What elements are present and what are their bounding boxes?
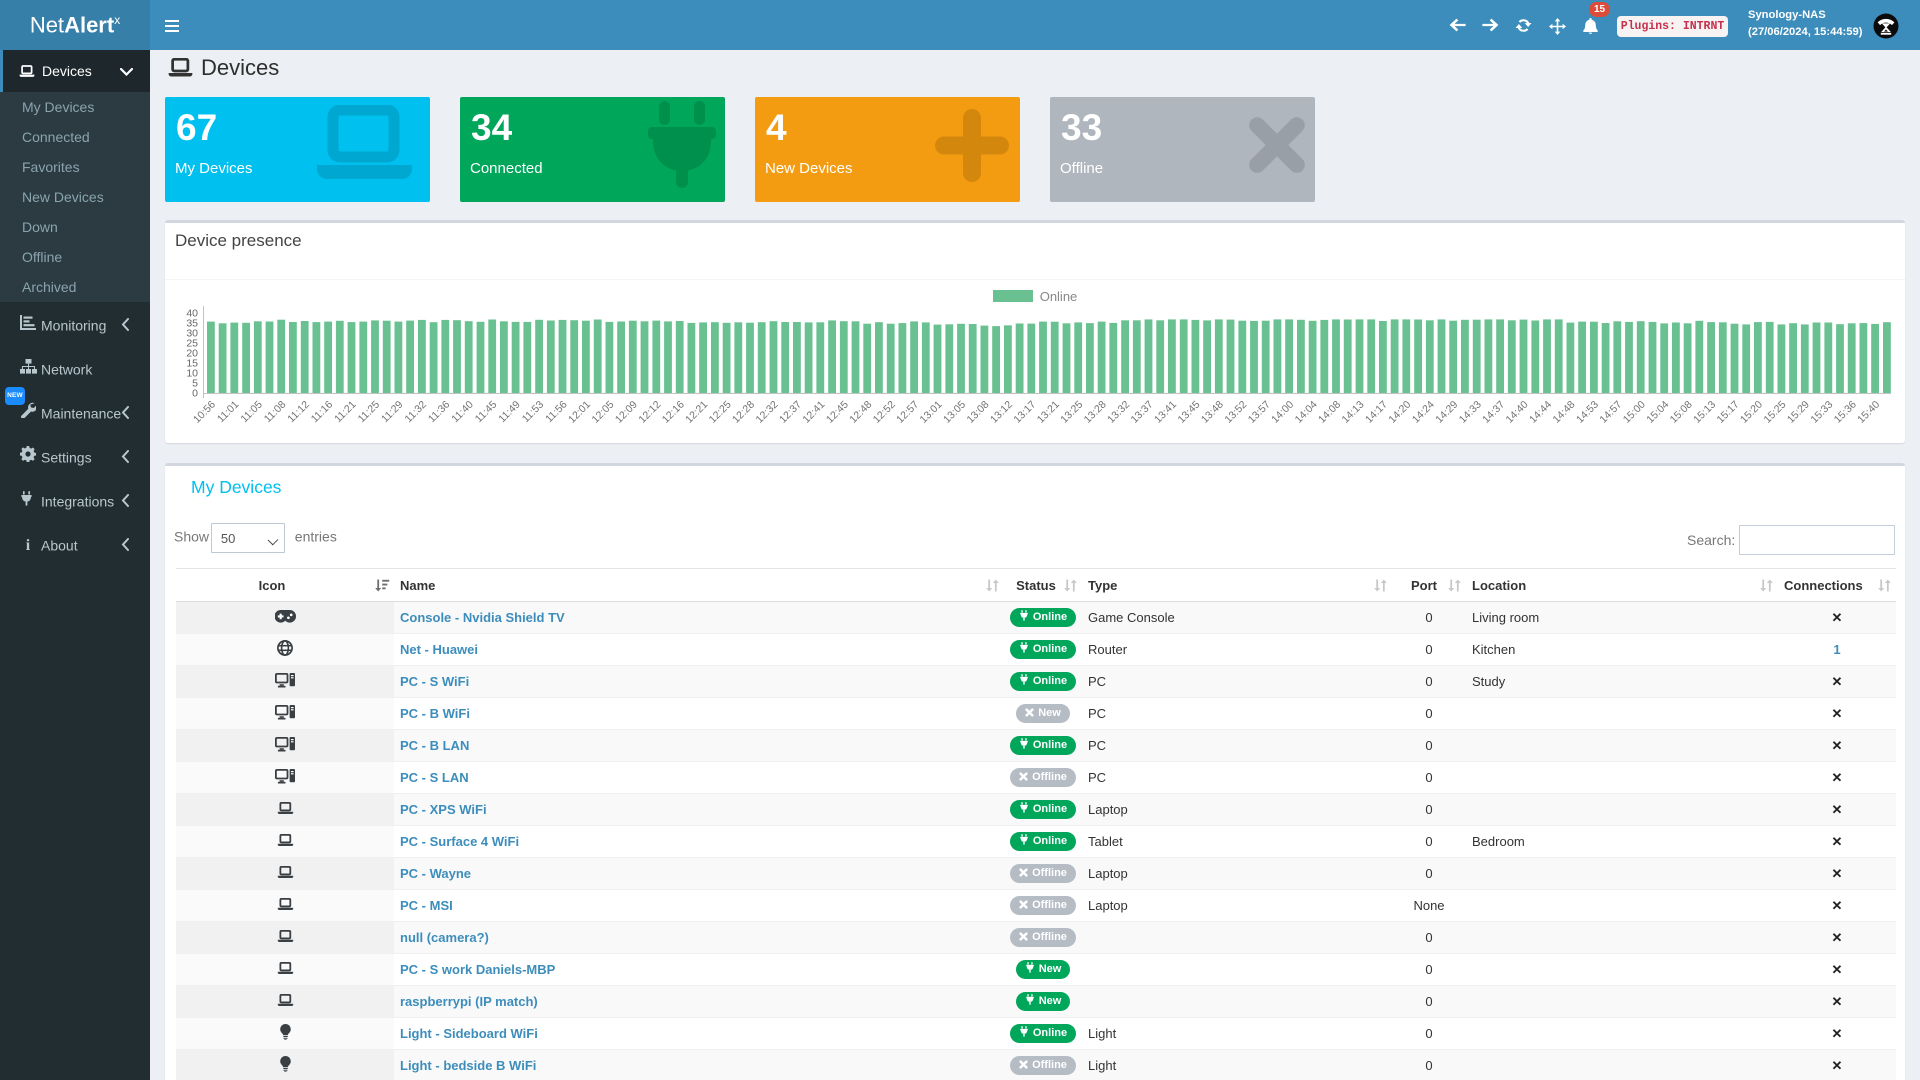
svg-text:14:29: 14:29 [1433,399,1460,426]
svg-text:35: 35 [186,318,198,330]
svg-text:13:05: 13:05 [941,399,968,426]
svg-text:14:40: 14:40 [1504,399,1531,426]
svg-text:14:04: 14:04 [1293,399,1320,426]
svg-text:11:01: 11:01 [215,399,242,426]
svg-text:40: 40 [186,308,198,320]
svg-text:14:37: 14:37 [1480,399,1507,426]
svg-text:14:08: 14:08 [1316,399,1343,426]
svg-text:14:00: 14:00 [1269,399,1296,426]
svg-text:14:57: 14:57 [1597,399,1624,426]
svg-text:11:53: 11:53 [520,399,547,426]
svg-text:12:25: 12:25 [707,399,734,426]
svg-text:13:25: 13:25 [1058,399,1085,426]
svg-text:12:57: 12:57 [894,399,921,426]
svg-text:0: 0 [192,388,198,400]
svg-text:13:48: 13:48 [1199,399,1226,426]
svg-text:15:20: 15:20 [1738,399,1765,426]
svg-text:13:08: 13:08 [964,399,991,426]
svg-text:15:33: 15:33 [1808,399,1835,426]
svg-text:14:13: 14:13 [1340,399,1367,426]
svg-text:13:28: 13:28 [1082,399,1109,426]
svg-text:14:17: 14:17 [1363,399,1390,426]
svg-text:13:17: 13:17 [1011,399,1038,426]
svg-text:11:05: 11:05 [238,399,265,426]
svg-text:15:36: 15:36 [1832,399,1859,426]
svg-text:12:37: 12:37 [777,399,804,426]
svg-text:15:17: 15:17 [1715,399,1742,426]
svg-text:15:25: 15:25 [1761,399,1788,426]
svg-text:15:00: 15:00 [1621,399,1648,426]
svg-text:11:45: 11:45 [473,399,500,426]
svg-text:11:16: 11:16 [309,399,336,426]
svg-text:10: 10 [186,368,198,380]
svg-text:13:32: 13:32 [1105,399,1132,426]
svg-text:11:21: 11:21 [332,399,359,426]
svg-text:11:29: 11:29 [379,399,406,426]
svg-text:12:12: 12:12 [636,399,663,426]
svg-text:30: 30 [186,328,198,340]
svg-text:13:45: 13:45 [1175,399,1202,426]
svg-text:12:52: 12:52 [871,399,898,426]
svg-text:20: 20 [186,348,198,360]
svg-text:5: 5 [192,378,198,390]
svg-text:11:25: 11:25 [356,399,383,426]
svg-text:13:01: 13:01 [918,399,945,426]
svg-text:12:41: 12:41 [800,399,827,426]
svg-text:15:13: 15:13 [1691,399,1718,426]
svg-text:12:32: 12:32 [754,399,781,426]
svg-text:15:08: 15:08 [1668,399,1695,426]
svg-text:12:09: 12:09 [613,399,640,426]
svg-text:13:21: 13:21 [1035,399,1062,426]
svg-text:11:32: 11:32 [403,399,430,426]
svg-text:14:44: 14:44 [1527,399,1554,426]
svg-text:13:12: 13:12 [988,399,1015,426]
svg-text:12:45: 12:45 [824,399,851,426]
svg-text:13:37: 13:37 [1129,399,1156,426]
svg-text:11:56: 11:56 [543,399,570,426]
svg-text:11:36: 11:36 [426,399,453,426]
svg-text:12:28: 12:28 [730,399,757,426]
svg-text:11:49: 11:49 [496,399,523,426]
svg-text:11:12: 11:12 [285,399,312,426]
svg-text:14:20: 14:20 [1386,399,1413,426]
svg-text:15:04: 15:04 [1644,399,1671,426]
svg-text:12:05: 12:05 [589,399,616,426]
svg-text:14:53: 14:53 [1574,399,1601,426]
svg-text:12:21: 12:21 [683,399,710,426]
svg-text:15: 15 [186,358,198,370]
svg-text:12:01: 12:01 [566,399,593,426]
svg-text:13:57: 13:57 [1246,399,1273,426]
svg-text:11:40: 11:40 [449,399,476,426]
svg-text:25: 25 [186,338,198,350]
svg-text:12:16: 12:16 [660,399,687,426]
svg-text:14:33: 14:33 [1457,399,1484,426]
svg-text:13:52: 13:52 [1222,399,1249,426]
svg-text:11:08: 11:08 [262,399,289,426]
svg-text:15:40: 15:40 [1855,399,1882,426]
svg-text:10:56: 10:56 [191,399,218,426]
svg-text:14:48: 14:48 [1550,399,1577,426]
svg-text:14:24: 14:24 [1410,399,1437,426]
svg-text:15:29: 15:29 [1785,399,1812,426]
svg-text:12:48: 12:48 [847,399,874,426]
svg-text:13:41: 13:41 [1152,399,1179,426]
